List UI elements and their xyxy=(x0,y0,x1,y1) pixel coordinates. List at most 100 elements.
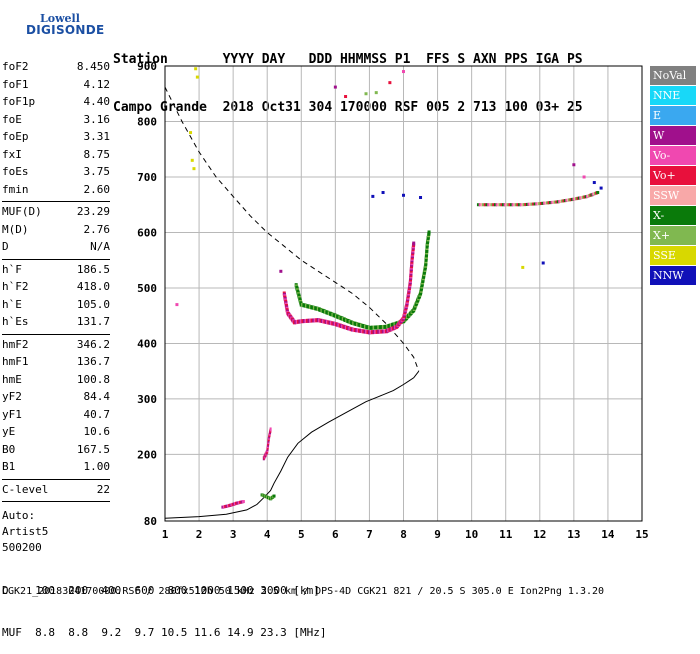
multi-hop-point xyxy=(478,203,482,207)
param-value: 4.12 xyxy=(83,77,111,91)
autoscaling-info: Auto: Artist5 500200 xyxy=(2,508,110,556)
separator xyxy=(2,478,110,480)
x-tick-label: 13 xyxy=(567,528,580,541)
y-tick-label: 800 xyxy=(137,115,157,128)
multi-hop-point xyxy=(493,203,497,207)
param-name: fmin xyxy=(2,182,29,196)
multi-hop-point xyxy=(547,201,551,205)
scatter-point xyxy=(592,181,596,185)
x-tick-label: 5 xyxy=(298,528,305,541)
y-tick-label: 700 xyxy=(137,171,157,184)
param-row-hes: h`Es 131.7 xyxy=(2,313,110,331)
param-name: D xyxy=(2,240,9,253)
vo-trace-point xyxy=(299,319,303,324)
chart-tick-labels: 1 2 3 4 5 6 7 8 9 10 11 12 13 14 158020030040050060070… xyxy=(137,60,649,541)
y-tick-label: 80 xyxy=(144,515,157,528)
param-value: 100.8 xyxy=(76,372,110,386)
x-tick-label: 2 xyxy=(196,528,203,541)
param-value: 84.4 xyxy=(83,390,111,403)
multi-hop-point xyxy=(525,202,529,206)
multi-hop-point xyxy=(483,203,487,207)
param-row-ye: yE 10.6 xyxy=(2,423,110,441)
param-name: yE xyxy=(2,425,16,438)
vo-trace-point xyxy=(310,318,314,323)
multi-hop-point xyxy=(518,203,522,207)
param-value: 3.75 xyxy=(83,165,111,178)
vo-trace-point xyxy=(372,330,376,335)
params-block-confidence: C-level 22 xyxy=(2,481,110,499)
params-block-muf: MUF(D) 23.29 M(D) 2.76 D N/A xyxy=(2,203,110,256)
separator xyxy=(2,333,110,335)
multi-hop-point xyxy=(519,203,523,207)
multi-hop-point xyxy=(522,203,526,207)
param-name: hmF2 xyxy=(2,337,29,351)
param-value: 8.75 xyxy=(83,147,111,161)
chart-axes xyxy=(164,65,643,522)
multi-hop-point xyxy=(530,202,534,206)
x-tick-label: 7 xyxy=(366,528,373,541)
x-trace-point xyxy=(371,325,375,330)
scatter-point xyxy=(333,85,337,89)
param-value: 1.00 xyxy=(83,460,111,473)
param-name: hmE xyxy=(2,372,22,386)
multi-hop-point xyxy=(549,201,553,205)
x-trace-point xyxy=(427,230,431,235)
x-trace-point xyxy=(375,325,379,330)
param-row-hmf2: hmF2 346.2 xyxy=(2,336,110,354)
param-name: MUF(D) xyxy=(2,205,42,218)
multi-hop-point xyxy=(500,203,504,207)
multi-hop-point xyxy=(510,203,514,207)
multi-hop-point xyxy=(550,200,554,204)
scatter-point xyxy=(192,167,196,171)
profile-solid-line xyxy=(164,370,420,519)
x-trace-point xyxy=(377,325,381,330)
params-block-critical-frequencies: foF2 8.450 foF1 4.12 foF1p 4.40 foE 3.16 foEp 3.3… xyxy=(2,58,110,198)
multi-hop-point xyxy=(480,203,484,207)
param-row-b0: B0 167.5 xyxy=(2,441,110,459)
scatter-point xyxy=(381,191,385,195)
multi-hop-point xyxy=(596,191,600,195)
scatter-point xyxy=(541,261,545,265)
param-row-foep: foEp 3.31 xyxy=(2,128,110,146)
multi-hop-point xyxy=(553,200,557,204)
polarization-legend: NoVal NNE E W Vo- Vo+ SSW X- X+ SSE NNW xyxy=(650,66,696,286)
param-value: 105.0 xyxy=(76,297,110,311)
param-name: foF1 xyxy=(2,77,29,91)
multi-hop-point xyxy=(552,200,556,204)
multi-hop-point xyxy=(488,203,492,207)
scatter-point xyxy=(190,158,194,162)
param-name: foF2 xyxy=(2,60,29,73)
vo-trace-point xyxy=(378,329,382,334)
legend-item-vo: Vo- xyxy=(650,146,696,165)
multi-hop-point xyxy=(528,202,532,206)
vo-trace-point xyxy=(301,319,305,324)
param-value: 22 xyxy=(96,482,110,496)
station-header: Station YYYY DAY DDD HHMMSS P1 FFS S AXN… xyxy=(113,20,583,132)
muf-row: MUF 8.8 8.8 9.2 9.7 10.5 11.6 14.9 23.3 … xyxy=(2,626,327,639)
param-name: h`Es xyxy=(2,315,29,328)
scatter-point xyxy=(419,196,423,200)
scatter-point xyxy=(402,70,405,74)
echo-traces xyxy=(175,67,603,509)
x-trace-point xyxy=(367,325,371,330)
param-row-d: D N/A xyxy=(2,238,110,256)
separator xyxy=(2,501,110,502)
x-trace-point xyxy=(372,325,376,330)
profile-dashed-line xyxy=(164,86,420,372)
param-row-fof1p: foF1p 4.40 xyxy=(2,93,110,111)
param-value: 3.16 xyxy=(83,112,111,126)
vo-trace-point xyxy=(374,329,378,334)
multi-hop-point xyxy=(527,202,531,206)
legend-item-vo: Vo+ xyxy=(650,166,696,185)
x-tick-label: 9 xyxy=(434,528,441,541)
scatter-point xyxy=(572,163,576,167)
param-name: h`F xyxy=(2,262,22,276)
scatter-point xyxy=(195,75,199,79)
multi-hop-point xyxy=(521,203,525,207)
multi-hop-point xyxy=(524,203,528,207)
multi-hop-point xyxy=(476,203,480,207)
auto-version: 500200 xyxy=(2,541,42,554)
multi-hop-point xyxy=(546,201,550,205)
multi-hop-point xyxy=(490,203,494,207)
multi-hop-point xyxy=(539,201,543,205)
